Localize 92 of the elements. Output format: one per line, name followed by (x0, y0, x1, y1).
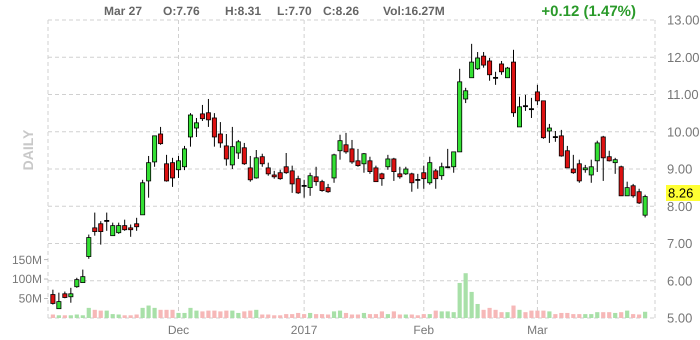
bar (350, 314, 354, 318)
bar (176, 312, 181, 318)
text: Mar 27 (104, 4, 142, 18)
bar (194, 310, 199, 318)
bar (212, 310, 216, 318)
candlestick (528, 97, 534, 118)
bar (625, 310, 630, 318)
bar (631, 314, 636, 318)
bar (146, 306, 151, 318)
candlestick (134, 217, 140, 232)
bar (188, 308, 193, 318)
bar (511, 306, 516, 318)
bar (619, 312, 624, 318)
candlestick (146, 155, 152, 198)
y-tick-label: 6.00 (667, 273, 692, 288)
bar (134, 314, 139, 318)
x-tick-label: Feb (413, 323, 434, 337)
x-tick-label: 2017 (290, 323, 318, 337)
bar (499, 312, 504, 318)
bar (535, 310, 540, 318)
y-tick-label: 13.00 (667, 12, 700, 28)
bar (140, 308, 145, 318)
candlestick (266, 162, 271, 176)
bar (314, 314, 318, 318)
x-tick-label: Dec (168, 323, 190, 337)
bar (434, 310, 438, 318)
bar (182, 312, 187, 318)
bar (206, 310, 211, 318)
bar (368, 314, 372, 318)
candlestick (493, 71, 498, 86)
bar (164, 310, 169, 318)
bar (613, 312, 618, 318)
bar (493, 310, 498, 318)
bar (404, 314, 408, 318)
bar (517, 310, 522, 318)
text: O:7.76 (163, 4, 200, 18)
bar (152, 308, 157, 318)
bar (344, 312, 348, 318)
bar (529, 310, 534, 318)
bar (338, 310, 342, 318)
bar (505, 312, 510, 318)
y2-tick-label: 150M (12, 252, 42, 267)
bar (476, 304, 480, 318)
bar (482, 310, 486, 318)
bar (302, 314, 306, 318)
bar (547, 311, 552, 318)
text: Vol:16.27M (383, 4, 445, 18)
y-tick-label: 9.00 (667, 162, 692, 177)
bar (158, 310, 163, 318)
annotation: +0.12 (1.47%) (541, 3, 636, 20)
bar (326, 314, 330, 318)
candlestick (332, 153, 337, 184)
bar (643, 312, 648, 318)
text: H:8.31 (225, 4, 262, 18)
bar (254, 310, 258, 318)
bar (637, 314, 642, 318)
bar (398, 314, 402, 318)
y2-tick-label: 100M (12, 272, 42, 286)
candlestick (86, 234, 92, 260)
bar (218, 311, 222, 318)
text: 8.26 (668, 186, 694, 201)
bar (470, 292, 474, 318)
y-tick-label: 12.00 (667, 50, 700, 65)
candlestick (104, 212, 110, 232)
bar (386, 314, 390, 318)
y-tick-label: 8.00 (667, 198, 692, 214)
text: L:7.70 (277, 4, 312, 18)
bar (200, 311, 205, 318)
bar (541, 310, 546, 318)
bar (170, 310, 175, 318)
bar (380, 311, 384, 318)
x-tick-label: Mar (527, 323, 548, 337)
bar (224, 310, 228, 318)
bar (50, 314, 55, 318)
bar (428, 314, 432, 318)
bar (392, 311, 396, 318)
y-tick-label: 10.00 (667, 124, 700, 140)
bar (523, 312, 528, 318)
bar (559, 312, 564, 318)
bar (487, 308, 492, 318)
bar (553, 314, 558, 318)
text: C:8.26 (323, 4, 360, 18)
bar (320, 314, 324, 318)
bar (362, 312, 366, 318)
y-tick-label: 5.00 (667, 310, 692, 326)
bar (374, 314, 378, 318)
bar (356, 314, 360, 318)
y2-tick-label: 50M (18, 292, 42, 306)
y-tick-label: 7.00 (667, 236, 692, 252)
bar (332, 311, 336, 318)
y-tick-label: 11.00 (667, 87, 699, 102)
bar (308, 312, 312, 318)
